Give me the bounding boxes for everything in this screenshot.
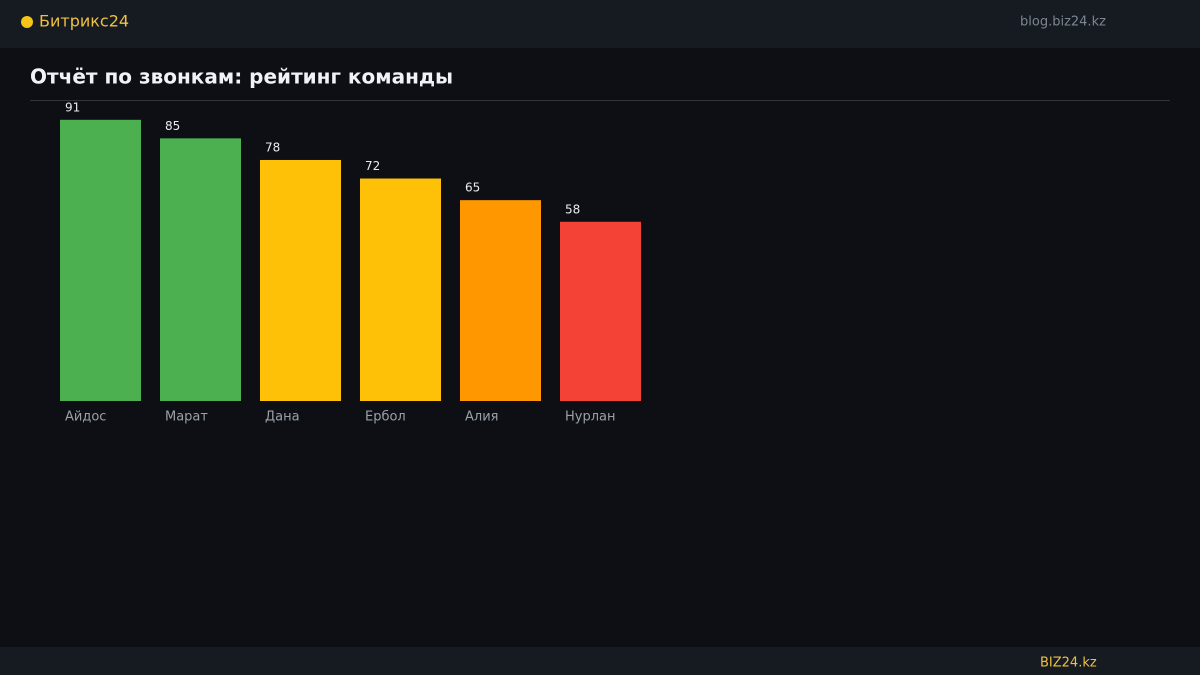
value-label: 72 xyxy=(365,159,380,173)
bar xyxy=(260,159,341,401)
bar xyxy=(360,178,441,401)
value-label: 78 xyxy=(265,140,280,154)
bar xyxy=(60,119,141,401)
value-label: 58 xyxy=(565,202,580,216)
bar xyxy=(560,221,641,401)
footer-brand[interactable]: BIZ24.kz xyxy=(1040,656,1097,671)
x-tick-label: Марат xyxy=(165,410,208,425)
brand[interactable]: Битрикс24 xyxy=(39,12,129,31)
x-tick-label: Ербол xyxy=(365,410,406,425)
value-label: 91 xyxy=(65,100,80,114)
bar xyxy=(460,200,541,401)
value-label: 85 xyxy=(165,119,180,133)
header-bar xyxy=(0,0,1200,48)
brand-dot xyxy=(21,16,33,28)
x-tick-label: Дана xyxy=(265,410,300,425)
chart-title: Отчёт по звонкам: рейтинг команды xyxy=(30,65,453,89)
x-tick-label: Нурлан xyxy=(565,410,616,425)
footer-bar xyxy=(0,647,1200,675)
x-tick-label: Айдос xyxy=(65,410,106,425)
bar xyxy=(160,138,241,401)
x-tick-label: Алия xyxy=(465,410,498,425)
site-link[interactable]: blog.biz24.kz xyxy=(1020,15,1106,30)
value-label: 65 xyxy=(465,181,480,195)
